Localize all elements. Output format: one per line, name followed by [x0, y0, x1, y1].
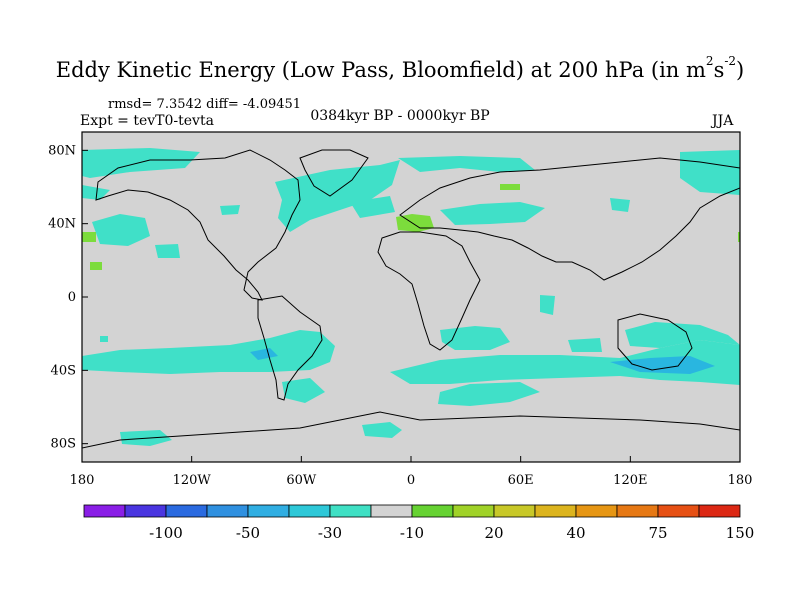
contour-cyan [398, 156, 535, 172]
x-tick-label: 0 [407, 473, 415, 488]
coastline-north-america [95, 149, 301, 301]
colorbar-label: 20 [484, 524, 503, 542]
coastline-africa [377, 231, 481, 351]
colorbar-label: 40 [566, 524, 585, 542]
colorbar-label: 150 [726, 524, 755, 542]
colorbar-label: -50 [236, 524, 260, 542]
colorbar-label: -30 [318, 524, 342, 542]
figure-title: Eddy Kinetic Energy (Low Pass, Bloomfiel… [55, 54, 745, 82]
colorbar-swatch [124, 504, 167, 518]
contour-cyan [625, 322, 740, 348]
contour-cyan [220, 205, 240, 215]
x-tick-label: 180 [70, 473, 95, 488]
rmsd-diff-stats: rmsd= 7.3542 diff= -4.09451 [108, 97, 302, 112]
colorbar-label: -100 [149, 524, 183, 542]
colorbar-swatch [452, 504, 495, 518]
colorbar-swatch [698, 504, 741, 518]
contour-cyan [390, 340, 740, 385]
contour-cyan [82, 185, 110, 200]
contour-shading [82, 148, 740, 446]
map-plot-area [82, 132, 740, 462]
y-tick-label: 40N [48, 217, 76, 232]
contour-cyan [100, 336, 108, 342]
contour-blue [610, 356, 715, 374]
contour-cyan [610, 198, 630, 212]
colorbar-swatch [370, 504, 413, 518]
colorbar-label: -10 [400, 524, 424, 542]
coastline-antarctica [82, 411, 740, 449]
coastlines [82, 149, 740, 449]
y-tick-label: 80S [51, 437, 76, 452]
y-tick-label: 0 [68, 290, 76, 305]
x-axis: 180 120W 60W 0 60E 120E 180 [70, 456, 753, 488]
colorbar-swatch [206, 504, 249, 518]
x-tick-label: 60W [286, 473, 317, 488]
y-axis: 80N 40N 0 40S 80S [48, 143, 88, 452]
x-tick-label: 60E [508, 473, 534, 488]
contour-green [90, 262, 102, 270]
experiment-label: Expt = tevT0-tevta [80, 113, 214, 129]
colorbar-swatch [534, 504, 577, 518]
season-label: JJA [712, 113, 734, 129]
contour-cyan [82, 148, 200, 178]
contour-cyan [440, 202, 545, 225]
contour-cyan [362, 422, 402, 438]
x-tick-label: 180 [728, 473, 753, 488]
colorbar-swatch [83, 504, 126, 518]
coastline-greenland [299, 149, 369, 197]
contour-blue [250, 348, 278, 360]
colorbar-swatch [493, 504, 536, 518]
colorbar-swatch [657, 504, 700, 518]
contour-green [500, 184, 520, 190]
contour-cyan [540, 295, 555, 315]
colorbar-swatch [165, 504, 208, 518]
colorbar-swatch [329, 504, 372, 518]
coastline-eurasia [399, 157, 740, 281]
coastline-australia [617, 313, 693, 371]
coastline-south-america [257, 295, 323, 401]
colorbar-label: 75 [648, 524, 667, 542]
contour-cyan [155, 244, 180, 258]
y-tick-label: 40S [51, 363, 76, 378]
colorbar-swatch [575, 504, 618, 518]
y-tick-label: 80N [48, 143, 76, 158]
x-tick-label: 120W [173, 473, 212, 488]
colorbar-swatch [411, 504, 454, 518]
x-tick-label: 120E [613, 473, 647, 488]
contour-cyan [275, 160, 400, 232]
contour-cyan [350, 196, 395, 218]
colorbar-swatch [247, 504, 290, 518]
contour-cyan [440, 326, 510, 350]
colorbar-swatch [288, 504, 331, 518]
contour-cyan [568, 338, 602, 352]
colorbar: -100 -50 -30 -10 20 40 75 150 [83, 504, 755, 542]
period-label: 0384kyr BP - 0000kyr BP [310, 108, 490, 124]
contour-cyan [82, 330, 335, 374]
contour-cyan [438, 382, 540, 406]
contour-cyan [92, 214, 150, 246]
colorbar-swatch [616, 504, 659, 518]
contour-cyan [282, 378, 325, 403]
contour-green [82, 232, 96, 242]
